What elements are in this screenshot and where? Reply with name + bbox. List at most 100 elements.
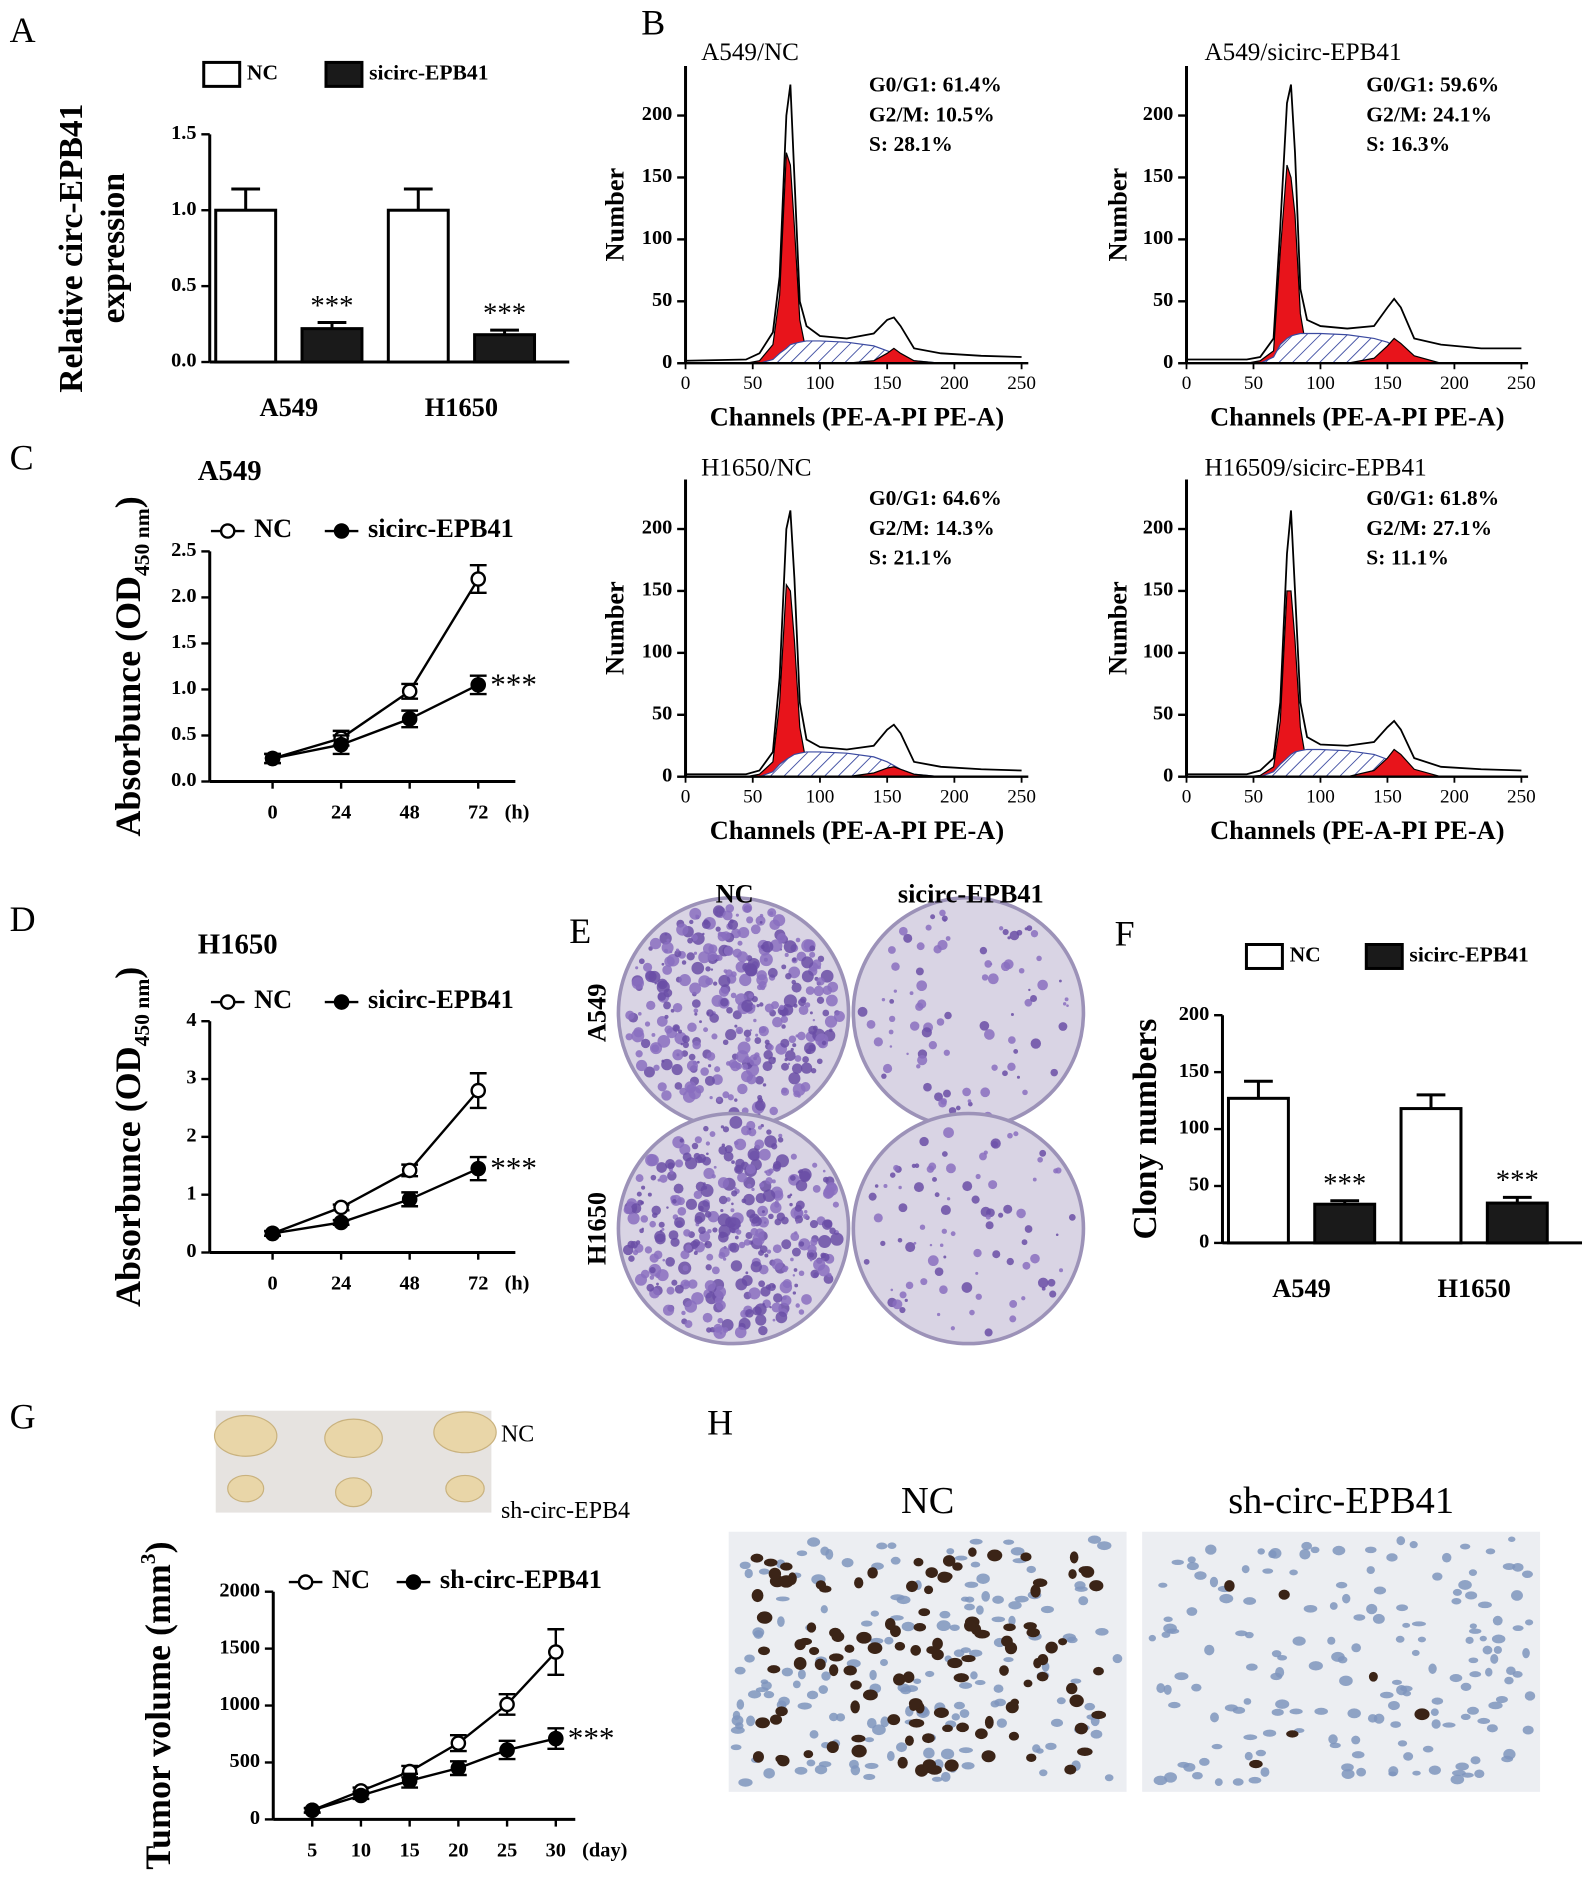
colony — [788, 1035, 797, 1044]
colony — [809, 1258, 813, 1262]
series-line — [272, 578, 480, 760]
colony — [805, 1048, 812, 1054]
stained-nucleus — [851, 1744, 867, 1758]
stained-nucleus — [806, 1622, 817, 1633]
colony — [1008, 1036, 1016, 1044]
point — [470, 1160, 487, 1177]
stained-nucleus — [828, 1653, 844, 1662]
colony — [792, 1274, 796, 1277]
significance: *** — [490, 666, 537, 701]
colony — [816, 977, 825, 986]
colony — [636, 1059, 648, 1072]
nucleus — [1241, 1565, 1250, 1574]
colony — [677, 1206, 687, 1216]
nucleus — [890, 1556, 901, 1565]
colony — [720, 1208, 724, 1213]
colony — [745, 1271, 749, 1275]
colony — [905, 1281, 914, 1290]
colony — [676, 923, 689, 936]
colony — [789, 1175, 796, 1181]
colony — [680, 1250, 690, 1260]
colony — [791, 1063, 803, 1074]
stained-nucleus — [981, 1750, 996, 1763]
point — [470, 677, 487, 693]
colony — [789, 1193, 793, 1197]
nucleus — [981, 1591, 990, 1602]
stained-nucleus — [906, 1580, 918, 1593]
stained-nucleus — [755, 1717, 770, 1729]
nucleus — [1521, 1570, 1533, 1579]
colony — [674, 949, 682, 958]
colony — [625, 1033, 633, 1041]
stained-nucleus — [856, 1631, 872, 1644]
colony — [781, 1062, 789, 1071]
colony — [712, 1074, 723, 1085]
stained-nucleus — [937, 1571, 952, 1583]
nucleus — [730, 1744, 742, 1751]
x-tick-label: 250 — [1507, 787, 1536, 808]
stained-nucleus — [867, 1567, 878, 1579]
colony — [989, 962, 993, 966]
panel-letter: H — [707, 1403, 733, 1443]
colony — [657, 1178, 661, 1182]
stained-nucleus — [767, 1665, 781, 1674]
colony — [718, 1231, 729, 1243]
colony — [731, 1190, 738, 1197]
colony — [649, 1220, 656, 1228]
colony — [803, 1213, 809, 1220]
colony — [657, 1082, 667, 1092]
colony — [725, 969, 733, 977]
y-axis-label: Relative circ-EPB41 — [53, 104, 90, 393]
nucleus — [1417, 1636, 1426, 1643]
series-line — [311, 1651, 557, 1812]
colony — [658, 1221, 665, 1228]
y-axis-label: Absorbunce (OD450 nm) — [108, 967, 154, 1307]
nucleus — [1491, 1634, 1506, 1644]
nucleus — [1388, 1700, 1400, 1711]
colony — [645, 1153, 658, 1167]
colony — [955, 1105, 961, 1111]
colony — [664, 956, 675, 967]
legend-marker — [219, 523, 236, 539]
colony — [781, 1239, 792, 1250]
nucleus — [974, 1680, 986, 1686]
y-tick-label: 2000 — [219, 1579, 260, 1601]
colony — [899, 1291, 907, 1299]
nucleus — [1477, 1601, 1492, 1609]
phase-stat: G2/M: 24.1% — [1366, 102, 1492, 126]
nucleus — [1270, 1672, 1283, 1681]
y-axis-label: Tumor volume (mm3) — [136, 1541, 178, 1869]
colony — [727, 1217, 741, 1231]
colony — [718, 974, 731, 987]
colony — [708, 1064, 712, 1068]
colony — [698, 975, 711, 988]
colony — [703, 1125, 709, 1132]
nucleus — [1442, 1722, 1456, 1728]
nucleus — [1512, 1625, 1524, 1632]
nucleus — [863, 1773, 876, 1781]
stained-nucleus — [756, 1611, 773, 1624]
colony — [812, 1018, 816, 1022]
nucleus — [1366, 1566, 1375, 1574]
colony — [773, 1293, 783, 1303]
colony — [750, 1261, 762, 1273]
colony — [665, 1158, 676, 1170]
colony — [684, 1320, 693, 1328]
nucleus — [969, 1649, 983, 1657]
colony — [643, 962, 653, 972]
row-label: NC — [501, 1421, 534, 1447]
stained-nucleus — [752, 1751, 764, 1763]
legend-swatch — [324, 60, 364, 88]
colony — [810, 1068, 817, 1074]
colony — [916, 1064, 921, 1069]
stained-nucleus — [798, 1637, 813, 1646]
y-tick-label: 1.5 — [171, 631, 196, 653]
colony — [967, 1101, 973, 1107]
colony — [659, 1174, 668, 1183]
nucleus — [1524, 1691, 1536, 1701]
nucleus — [1428, 1663, 1437, 1674]
nucleus — [820, 1605, 828, 1614]
nucleus — [1490, 1654, 1499, 1664]
colony — [898, 1185, 902, 1190]
colony — [950, 1326, 955, 1331]
